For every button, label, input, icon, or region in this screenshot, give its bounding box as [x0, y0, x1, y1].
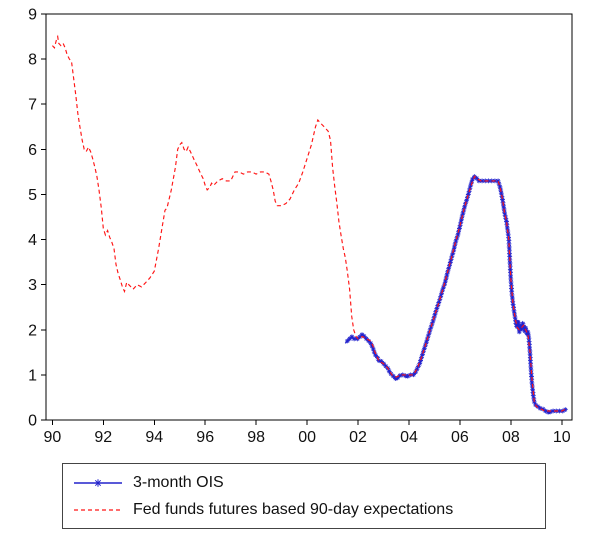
svg-text:1: 1	[28, 367, 37, 384]
legend-item-ois: 3-month OIS	[72, 469, 536, 496]
svg-text:9: 9	[28, 7, 37, 24]
ois-line-icon	[74, 478, 122, 487]
svg-text:04: 04	[400, 429, 418, 446]
series-ois	[344, 174, 568, 415]
x-axis: 90 92 94 96 98 00 02 04 06 08 10	[43, 420, 571, 446]
plot-frame	[45, 13, 573, 421]
svg-text:6: 6	[28, 142, 37, 159]
svg-text:3: 3	[28, 277, 37, 294]
svg-text:7: 7	[28, 97, 37, 114]
legend-label-fed-funds: Fed funds futures based 90-day expectati…	[133, 500, 454, 518]
svg-text:8: 8	[28, 52, 37, 69]
svg-text:2: 2	[28, 322, 37, 339]
svg-text:90: 90	[43, 429, 61, 446]
series-fed-funds-futures	[51, 34, 567, 412]
y-axis: 0 1 2 3 4 5 6 7 8 9	[28, 7, 46, 430]
svg-text:94: 94	[145, 429, 163, 446]
svg-text:92: 92	[94, 429, 112, 446]
svg-text:0: 0	[28, 413, 37, 430]
svg-text:02: 02	[349, 429, 367, 446]
svg-text:08: 08	[502, 429, 520, 446]
line-chart: 0 1 2 3 4 5 6 7 8 9 90 92 94 96 98 00 02 04 06 08 10	[28, 7, 573, 446]
svg-text:96: 96	[196, 429, 214, 446]
fed-funds-line-icon	[74, 508, 122, 511]
svg-text:5: 5	[28, 187, 37, 204]
svg-text:98: 98	[247, 429, 265, 446]
svg-text:4: 4	[28, 232, 37, 249]
legend-label-ois: 3-month OIS	[133, 473, 224, 491]
svg-text:06: 06	[451, 429, 469, 446]
svg-text:00: 00	[298, 429, 316, 446]
legend-item-fed-funds: Fed funds futures based 90-day expectati…	[72, 496, 536, 523]
chart-legend: 3-month OIS Fed funds futures based 90-d…	[62, 463, 546, 529]
svg-text:10: 10	[553, 429, 571, 446]
